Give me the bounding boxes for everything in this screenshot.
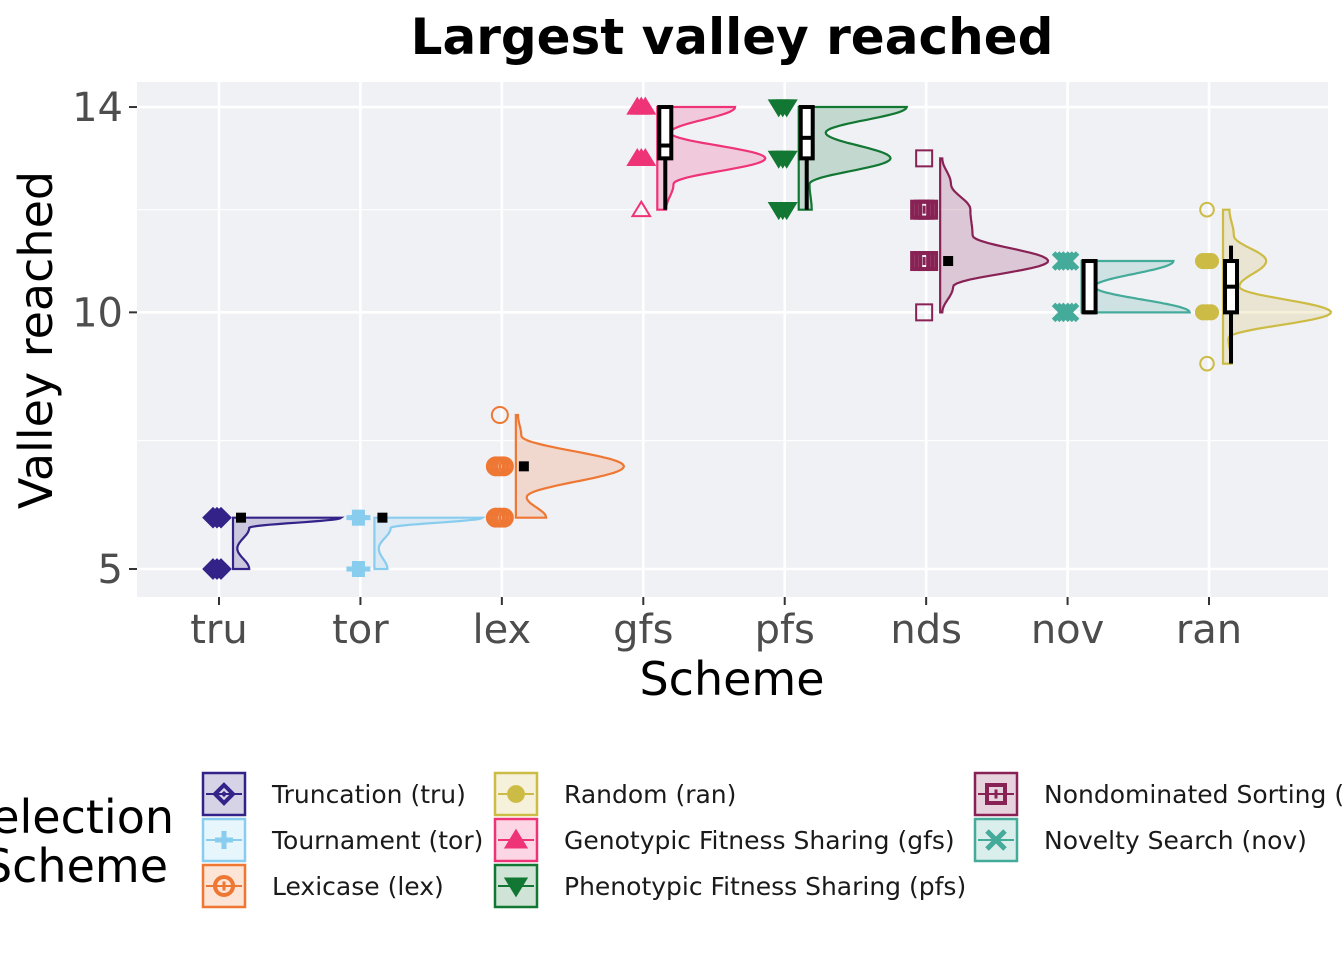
legend-item-ran: Random (ran) bbox=[493, 771, 736, 817]
legend-symbol-gfs bbox=[503, 828, 529, 849]
data-point-nov-b bbox=[1059, 302, 1080, 323]
legend-item-tru: Truncation (tru) bbox=[201, 771, 466, 817]
x-tick-label: ran bbox=[1176, 607, 1242, 653]
legend-symbol-tru bbox=[212, 782, 236, 806]
mean-marker-tru bbox=[236, 512, 246, 523]
mean-marker-nds bbox=[943, 256, 954, 267]
y-axis-title: Valley reached bbox=[9, 171, 63, 509]
legend-label-pfs: Phenotypic Fitness Sharing (pfs) bbox=[564, 872, 966, 901]
series-tru bbox=[202, 506, 345, 580]
x-axis-title: Scheme bbox=[639, 652, 824, 706]
series-nov bbox=[1051, 251, 1192, 323]
data-point-pfs bbox=[775, 202, 798, 221]
legend-symbol-tru-inner bbox=[220, 790, 228, 798]
legend-item-nds: Nondominated Sorting (nds) bbox=[973, 771, 1344, 817]
data-point-gfs bbox=[634, 96, 657, 115]
data-point-ran bbox=[1202, 304, 1220, 321]
legend-symbol-lex bbox=[213, 875, 235, 897]
legend-item-gfs: Genotypic Fitness Sharing (gfs) bbox=[493, 817, 955, 863]
mean-marker-lex bbox=[518, 461, 529, 472]
series-ran bbox=[1194, 201, 1333, 372]
y-tick-label: 10 bbox=[72, 290, 123, 336]
data-point-ran bbox=[1199, 201, 1215, 218]
data-point-nov-b bbox=[1059, 251, 1080, 271]
grid-lines bbox=[137, 82, 1328, 597]
legend-label-lex: Lexicase (lex) bbox=[272, 872, 444, 901]
series-tor bbox=[346, 509, 487, 577]
data-point-tru-inner bbox=[214, 566, 220, 572]
x-tick-label: nds bbox=[890, 607, 962, 653]
legend: Selection Scheme Truncation (tru) Tournam… bbox=[0, 771, 1344, 909]
iqr-box-gfs bbox=[657, 105, 674, 161]
series-gfs bbox=[626, 96, 767, 218]
data-point-lex bbox=[490, 406, 509, 425]
legend-item-pfs: Phenotypic Fitness Sharing (pfs) bbox=[493, 863, 966, 909]
data-point-gfs bbox=[630, 199, 652, 218]
data-point-tru bbox=[206, 506, 228, 529]
chart-title: Largest valley reached bbox=[411, 8, 1054, 66]
data-point-ran bbox=[1202, 252, 1220, 270]
legend-symbol-pfs bbox=[503, 877, 529, 898]
x-tick-label: nov bbox=[1031, 607, 1105, 653]
data-point-pfs bbox=[775, 99, 798, 118]
plot-marks bbox=[202, 96, 1333, 580]
iqr-box-nov bbox=[1081, 259, 1098, 315]
legend-symbol-nov-b bbox=[985, 829, 1007, 851]
x-tick-label: gfs bbox=[613, 607, 673, 653]
y-tick-label: 14 bbox=[72, 85, 123, 131]
density-pfs bbox=[797, 105, 909, 211]
density-tru bbox=[231, 516, 345, 571]
legend-item-lex: Lexicase (lex) bbox=[201, 863, 444, 909]
y-tick-label: 5 bbox=[98, 547, 123, 593]
data-point-tru-inner bbox=[218, 514, 224, 521]
data-point-tru bbox=[210, 558, 232, 580]
axes: 5 10 14 tru tor lex gfs pfs nds nov ran bbox=[72, 85, 1242, 653]
data-point-gfs bbox=[634, 147, 657, 167]
data-point-nds bbox=[918, 199, 939, 220]
density-nds bbox=[939, 157, 1050, 314]
data-point-nov-b bbox=[1055, 302, 1076, 323]
data-point-tru bbox=[206, 558, 228, 580]
data-point-nds bbox=[915, 303, 934, 322]
data-point-lex bbox=[493, 456, 514, 477]
legend-title-line-2: Scheme bbox=[0, 839, 168, 893]
legend-item-tor: Tournament (tor) bbox=[201, 817, 483, 863]
series-pfs bbox=[767, 99, 909, 221]
x-tick-label: pfs bbox=[755, 607, 815, 653]
series-lex bbox=[485, 406, 626, 528]
data-point-pfs bbox=[775, 150, 798, 169]
x-tick-label: lex bbox=[473, 607, 532, 653]
legend-title-line-1: Selection bbox=[0, 790, 174, 844]
density-ran bbox=[1221, 208, 1333, 365]
legend-label-tor: Tournament (tor) bbox=[271, 826, 483, 855]
density-gfs bbox=[656, 105, 767, 211]
legend-symbol-ran bbox=[507, 785, 525, 803]
series-nds bbox=[910, 149, 1050, 322]
legend-label-nov: Novelty Search (nov) bbox=[1044, 826, 1307, 855]
legend-item-nov: Novelty Search (nov) bbox=[973, 817, 1307, 863]
density-lex bbox=[514, 413, 626, 519]
data-point-nov-b bbox=[1055, 251, 1076, 271]
x-tick-label: tru bbox=[190, 607, 247, 653]
data-point-tru-inner bbox=[218, 566, 224, 572]
mean-marker-tor bbox=[377, 512, 388, 523]
data-point-nds bbox=[918, 251, 939, 272]
legend-label-ran: Random (ran) bbox=[564, 780, 736, 809]
legend-label-tru: Truncation (tru) bbox=[271, 780, 466, 809]
data-point-nds bbox=[915, 149, 934, 168]
data-point-lex bbox=[493, 507, 514, 528]
legend-label-nds: Nondominated Sorting (nds) bbox=[1044, 780, 1344, 809]
data-point-tru bbox=[210, 506, 232, 529]
density-tor bbox=[373, 516, 487, 571]
data-point-ran bbox=[1199, 355, 1215, 372]
legend-symbol-nds bbox=[985, 783, 1007, 805]
x-tick-label: tor bbox=[332, 607, 389, 653]
legend-label-gfs: Genotypic Fitness Sharing (gfs) bbox=[564, 826, 955, 855]
iqr-box-pfs bbox=[798, 105, 815, 161]
